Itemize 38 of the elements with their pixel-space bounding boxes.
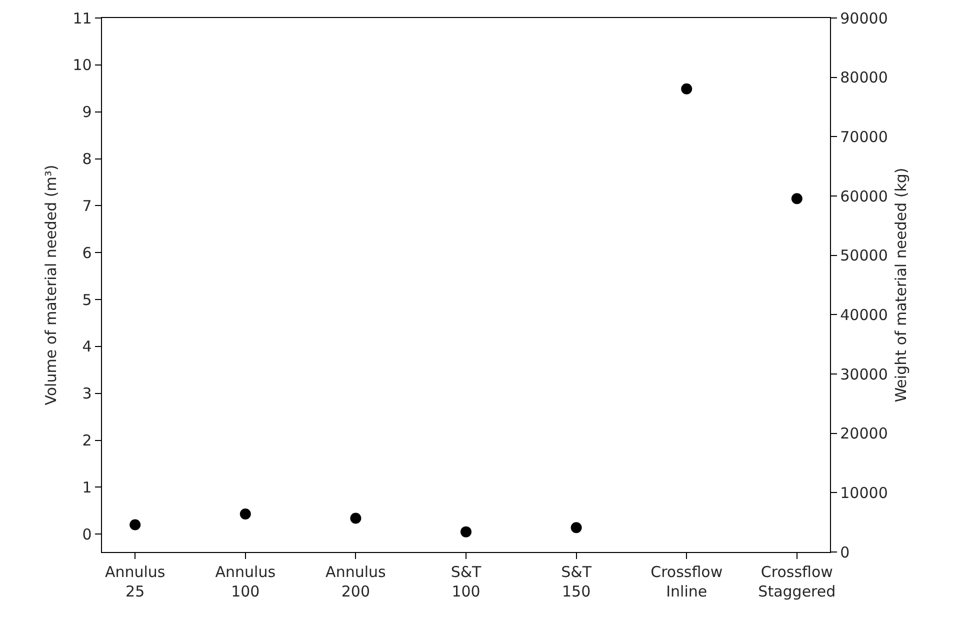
y-tick-label: 0 (82, 525, 92, 544)
point (240, 508, 251, 520)
point (791, 193, 802, 204)
y2-tick-label: 10000 (840, 484, 888, 502)
y-tick-label: 7 (82, 196, 92, 215)
x-tick-label: Annulus 25 (104, 563, 166, 601)
y2-tick-label: 40000 (840, 306, 888, 324)
point (570, 522, 582, 534)
y2-axis-title: Weight of material needed (kg) (892, 168, 910, 402)
y-tick-label: 6 (82, 244, 92, 262)
x-tick-label: S&T 100 (450, 563, 482, 601)
y2-tick-label: 0 (840, 543, 850, 562)
y-tick-label: 11 (72, 9, 92, 28)
y2-tick-label: 20000 (840, 424, 888, 443)
y-tick-label: 4 (82, 338, 92, 356)
x-tick-label: Annulus 100 (215, 563, 276, 601)
y-tick-label: 2 (82, 432, 92, 450)
point (350, 512, 362, 524)
point (681, 83, 692, 94)
y2-tick-label: 50000 (840, 246, 888, 265)
y-tick-label: 10 (72, 56, 92, 74)
x-tick-label: Crossflow Inline (650, 563, 723, 601)
y-tick-label: 9 (82, 103, 92, 122)
y-tick-label: 8 (82, 150, 92, 168)
point (130, 519, 141, 530)
x-tick-label: Crossflow Staggered (758, 563, 836, 601)
y2-tick-label: 70000 (840, 128, 888, 146)
y-axis-title: Volume of material needed (m³) (42, 164, 60, 406)
y-tick-label: 1 (82, 478, 92, 496)
y-tick-label: 5 (82, 290, 92, 309)
point (460, 526, 472, 538)
y2-tick-label: 90000 (840, 9, 888, 28)
y2-tick-label: 80000 (840, 68, 888, 87)
x-tick-label: S&T 150 (561, 563, 592, 601)
y2-tick-label: 30000 (840, 365, 888, 384)
y2-tick-label: 60000 (840, 187, 888, 206)
x-tick-label: Annulus 200 (326, 563, 386, 601)
y-tick-label: 3 (82, 384, 92, 403)
